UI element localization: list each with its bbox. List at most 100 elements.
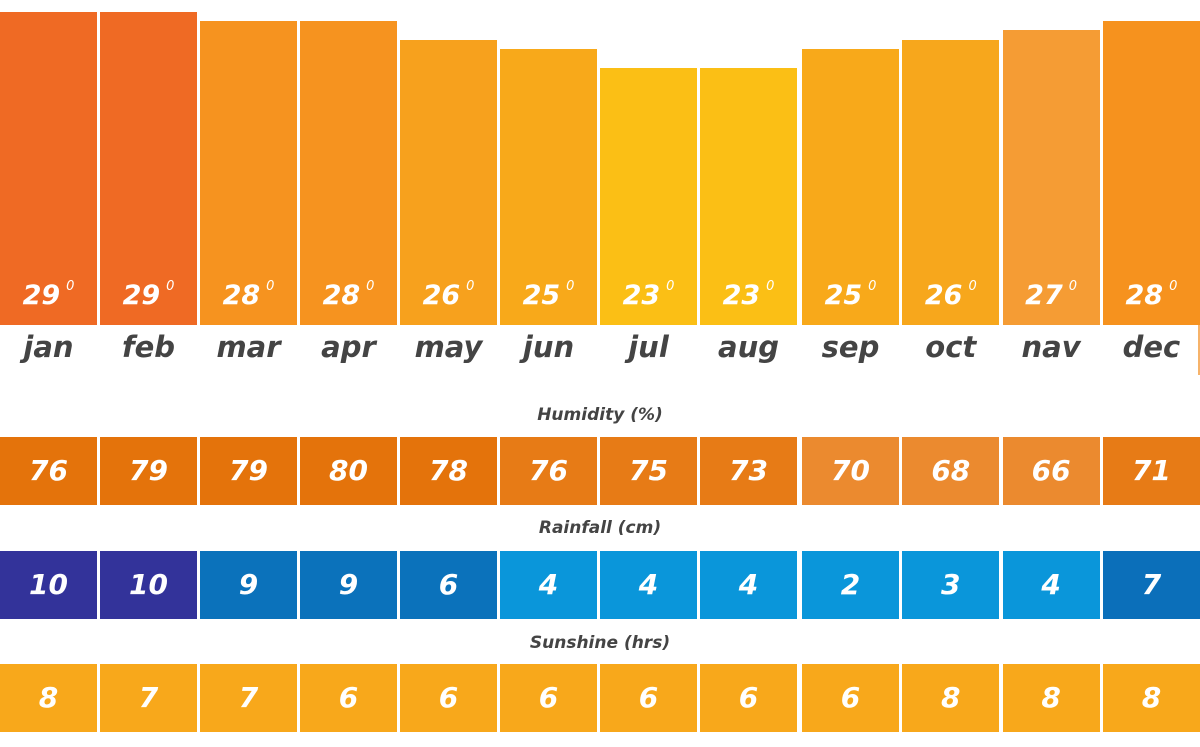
month-label-jul: jul	[628, 330, 669, 364]
temperature-label: 28 0	[300, 279, 397, 311]
rainfall-cell-oct: 3	[902, 551, 1000, 619]
rainfall-cell-mar: 9	[200, 551, 297, 619]
temperature-value: 28	[322, 280, 361, 311]
degree-symbol: 0	[466, 279, 475, 294]
degree-symbol: 0	[66, 279, 75, 294]
degree-symbol: 0	[166, 279, 175, 294]
rainfall-cell-dec: 7	[1102, 551, 1200, 619]
humidity-title: Humidity (%)	[537, 405, 663, 425]
degree-symbol: 0	[766, 279, 775, 294]
month-label-sep: sep	[821, 330, 880, 364]
rainfall-cell-may: 6	[400, 551, 497, 619]
temperature-value: 25	[522, 280, 561, 311]
sunshine-cell-dec: 8	[1102, 664, 1200, 732]
sunshine-cell-jun: 6	[500, 664, 597, 732]
humidity-cell-may: 78	[400, 437, 497, 505]
degree-symbol: 0	[566, 279, 575, 294]
temperature-bar-may: 26 0	[400, 39, 497, 325]
temperature-value: 23	[622, 280, 661, 311]
degree-symbol: 0	[868, 279, 877, 294]
month-label-oct: oct	[925, 330, 977, 364]
temperature-bar-apr: 28 0	[300, 21, 397, 325]
sunshine-cell-sep: 6	[802, 664, 899, 732]
temperature-value: 28	[222, 280, 261, 311]
temperature-bar-jun: 25 0	[500, 49, 597, 325]
rainfall-cell-jan: 10	[0, 551, 97, 619]
temperature-label: 23 0	[700, 279, 797, 311]
sunshine-cell-oct: 8	[902, 664, 1000, 732]
month-label-may: may	[414, 330, 483, 364]
degree-symbol: 0	[666, 279, 675, 294]
humidity-cell-dec: 71	[1102, 437, 1200, 505]
temperature-value: 25	[824, 280, 863, 311]
temperature-label: 27 0	[1003, 279, 1100, 311]
temperature-label: 28 0	[1103, 279, 1200, 311]
sunshine-cell-may: 6	[400, 664, 497, 732]
month-label-apr: apr	[321, 330, 376, 364]
month-label-mar: mar	[216, 330, 281, 364]
temperature-bar-aug: 23 0	[700, 68, 797, 325]
month-label-jun: jun	[522, 330, 575, 364]
temperature-label: 26 0	[400, 279, 497, 311]
month-label-nav: nav	[1021, 330, 1081, 364]
temperature-bar-dec: 28 0	[1102, 21, 1200, 325]
temperature-value: 26	[422, 280, 461, 311]
humidity-cell-feb: 79	[100, 437, 197, 505]
temperature-bar-nav: 27 0	[1002, 30, 1100, 325]
temperature-value: 29	[122, 280, 161, 311]
temperature-label: 28 0	[200, 279, 297, 311]
temperature-value: 29	[22, 280, 61, 311]
rainfall-cell-aug: 4	[700, 551, 797, 619]
humidity-cell-oct: 68	[902, 437, 1000, 505]
rainfall-title: Rainfall (cm)	[538, 518, 662, 538]
rainfall-cell-sep: 2	[802, 551, 899, 619]
month-label-jan: jan	[23, 330, 74, 364]
sunshine-cell-feb: 7	[100, 664, 197, 732]
temperature-value: 28	[1125, 280, 1164, 311]
degree-symbol: 0	[968, 279, 977, 294]
degree-symbol: 0	[1169, 279, 1178, 294]
temperature-bar-feb: 29 0	[100, 11, 197, 325]
temperature-bar-sep: 25 0	[802, 49, 899, 325]
humidity-cell-apr: 80	[300, 437, 397, 505]
temperature-bar-oct: 26 0	[902, 39, 1000, 325]
temperature-value: 27	[1025, 280, 1063, 311]
temperature-label: 26 0	[902, 279, 999, 311]
sunshine-cell-nav: 8	[1002, 664, 1100, 732]
month-label-aug: aug	[718, 330, 779, 364]
sunshine-cell-mar: 7	[200, 664, 297, 732]
rainfall-cell-apr: 9	[300, 551, 397, 619]
right-edge-line	[1198, 325, 1200, 375]
humidity-cell-aug: 73	[700, 437, 797, 505]
temperature-bar-mar: 28 0	[200, 21, 297, 325]
rainfall-cell-nav: 4	[1002, 551, 1100, 619]
month-label-dec: dec	[1122, 330, 1181, 364]
degree-symbol: 0	[1068, 279, 1078, 294]
month-label-feb: feb	[121, 330, 176, 364]
degree-symbol: 0	[266, 279, 275, 294]
temperature-label: 23 0	[600, 279, 697, 311]
humidity-cell-jun: 76	[500, 437, 597, 505]
sunshine-cell-apr: 6	[300, 664, 397, 732]
temperature-value: 23	[722, 280, 761, 311]
degree-symbol: 0	[366, 279, 375, 294]
rainfall-cell-jun: 4	[500, 551, 597, 619]
temperature-label: 29 0	[100, 279, 197, 311]
rainfall-cell-feb: 10	[100, 551, 197, 619]
temperature-label: 25 0	[802, 279, 899, 311]
rainfall-cell-jul: 4	[600, 551, 697, 619]
humidity-cell-nav: 66	[1002, 437, 1100, 505]
temperature-label: 25 0	[500, 279, 597, 311]
sunshine-cell-aug: 6	[700, 664, 797, 732]
sunshine-title: Sunshine (hrs)	[529, 633, 671, 653]
sunshine-cell-jul: 6	[600, 664, 697, 732]
temperature-bar-jan: 29 0	[0, 11, 97, 325]
temperature-value: 26	[924, 280, 963, 311]
humidity-cell-sep: 70	[802, 437, 899, 505]
humidity-cell-jan: 76	[0, 437, 97, 505]
sunshine-cell-jan: 8	[0, 664, 97, 732]
temperature-bar-jul: 23 0	[600, 68, 697, 325]
humidity-cell-mar: 79	[200, 437, 297, 505]
temperature-label: 29 0	[0, 279, 97, 311]
humidity-cell-jul: 75	[600, 437, 697, 505]
